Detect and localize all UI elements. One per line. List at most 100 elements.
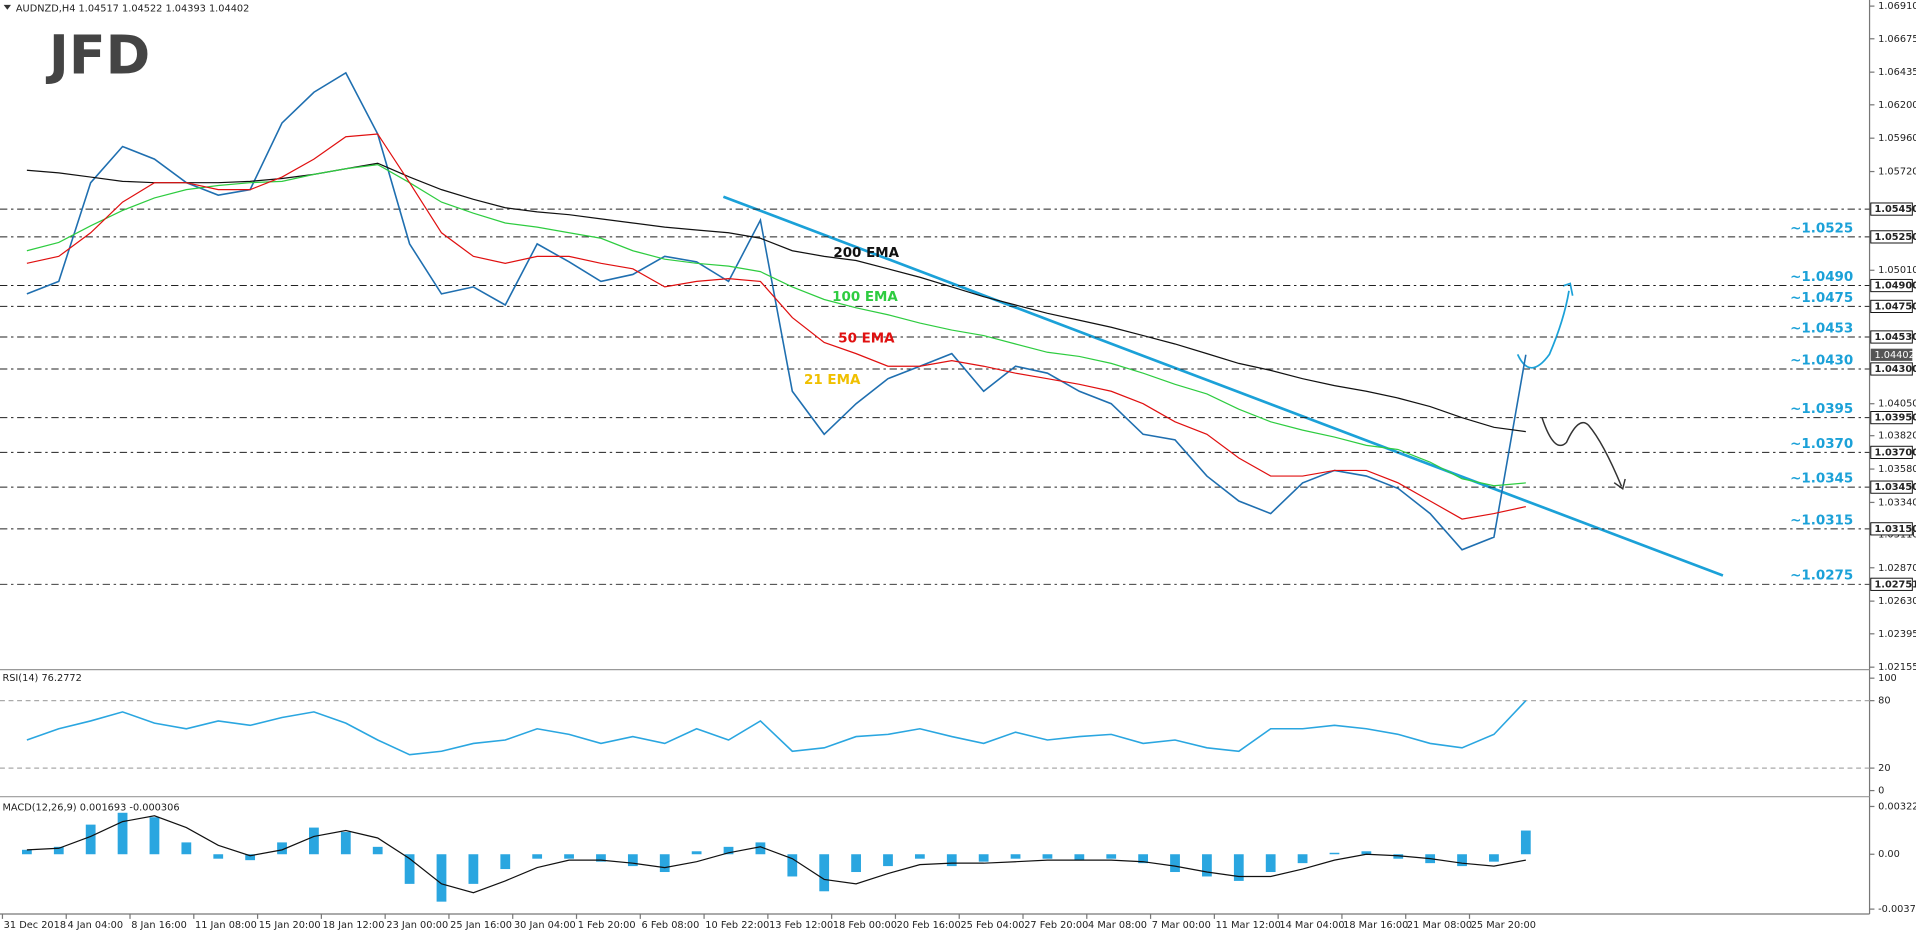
level-label: 1.05450 bbox=[1874, 204, 1916, 215]
y-tick-label: 1.06200 bbox=[1878, 100, 1916, 111]
histogram-bar bbox=[532, 854, 543, 859]
level-label: 1.04530 bbox=[1874, 332, 1916, 343]
y-tick-label: 1.05010 bbox=[1878, 265, 1916, 276]
x-tick-label: 18 Feb 00:00 bbox=[833, 920, 897, 931]
y-tick-label: 80 bbox=[1878, 696, 1890, 707]
histogram-bar bbox=[277, 842, 287, 855]
x-tick-label: 21 Mar 08:00 bbox=[1407, 920, 1472, 931]
x-tick-label: 4 Jan 04:00 bbox=[67, 920, 123, 931]
series-line bbox=[26, 815, 1526, 894]
histogram-bar bbox=[181, 842, 192, 855]
histogram-bar bbox=[340, 832, 351, 855]
y-tick-label: 1.05960 bbox=[1878, 133, 1916, 144]
histogram-bar bbox=[596, 854, 606, 862]
x-tick-label: 30 Jan 04:00 bbox=[514, 920, 576, 931]
histogram-bar bbox=[627, 854, 638, 867]
series-line bbox=[26, 700, 1527, 756]
histogram-bar bbox=[1074, 854, 1085, 861]
x-tick-label: 27 Feb 20:00 bbox=[1024, 920, 1088, 931]
level-note: ~1.0490 bbox=[1790, 270, 1853, 285]
x-tick-label: 15 Jan 20:00 bbox=[259, 920, 321, 931]
level-label: 1.02751 bbox=[1874, 579, 1916, 590]
arrowhead bbox=[1562, 282, 1574, 296]
x-tick-label: 11 Mar 12:00 bbox=[1216, 920, 1281, 931]
histogram-bar bbox=[851, 854, 861, 873]
histogram-bar bbox=[1233, 854, 1244, 881]
level-note: ~1.0475 bbox=[1790, 291, 1853, 306]
histogram-bar bbox=[117, 812, 128, 855]
level-box bbox=[1870, 411, 1913, 425]
menu-icon bbox=[3, 4, 12, 10]
histogram-bar bbox=[946, 854, 957, 867]
y-tick-label: 1.02155 bbox=[1878, 662, 1916, 673]
histogram-bar bbox=[1106, 854, 1117, 859]
histogram-bar bbox=[1329, 852, 1340, 855]
arrowhead bbox=[1613, 478, 1626, 490]
histogram-bar bbox=[213, 854, 224, 859]
logo: JFD bbox=[45, 23, 150, 86]
x-tick-label: 20 Feb 16:00 bbox=[897, 920, 961, 931]
x-tick-label: 18 Jan 12:00 bbox=[323, 920, 385, 931]
y-tick-label: 0.003225 bbox=[1878, 801, 1916, 812]
histogram-bar bbox=[85, 824, 96, 855]
histogram-bar bbox=[1520, 830, 1531, 855]
y-tick-label: 1.03820 bbox=[1878, 431, 1916, 442]
y-tick-label: 1.06435 bbox=[1878, 67, 1916, 78]
histogram-bar bbox=[468, 854, 479, 884]
histogram-bar bbox=[149, 817, 160, 855]
histogram-bar bbox=[1393, 854, 1404, 859]
level-note: ~1.0275 bbox=[1790, 569, 1853, 584]
x-tick-label: 11 Jan 08:00 bbox=[195, 920, 257, 931]
histogram-bar bbox=[309, 827, 319, 855]
level-label: 1.03950 bbox=[1874, 413, 1916, 424]
histogram-bar bbox=[404, 854, 415, 884]
level-note: ~1.0345 bbox=[1790, 472, 1853, 487]
trendline bbox=[722, 195, 1724, 577]
x-tick-label: 18 Mar 16:00 bbox=[1343, 920, 1408, 931]
level-label: 1.05250 bbox=[1874, 232, 1916, 243]
histogram-bar bbox=[564, 854, 574, 859]
histogram-bar bbox=[1457, 854, 1467, 867]
x-tick-label: 13 Feb 12:00 bbox=[769, 920, 833, 931]
histogram-bar bbox=[978, 854, 989, 862]
level-label: 1.04900 bbox=[1874, 281, 1916, 292]
level-label: 1.04300 bbox=[1874, 364, 1916, 375]
histogram-bar bbox=[1361, 851, 1372, 855]
last-price-box bbox=[1870, 348, 1913, 361]
macd-title: MACD(12,26,9) 0.001693 -0.000306 bbox=[2, 803, 179, 814]
histogram-bar bbox=[22, 849, 32, 855]
level-note: ~1.0315 bbox=[1790, 513, 1853, 528]
x-tick-label: 10 Feb 22:00 bbox=[705, 920, 769, 931]
last-price-label: 1.04402 bbox=[1874, 350, 1914, 361]
y-tick-label: 20 bbox=[1878, 763, 1890, 774]
level-box bbox=[1870, 577, 1913, 591]
symbol-header: AUDNZD,H4 1.04517 1.04522 1.04393 1.0440… bbox=[16, 4, 249, 15]
histogram-bar bbox=[1297, 854, 1308, 864]
level-box bbox=[1870, 522, 1913, 536]
y-tick-label: 0 bbox=[1878, 786, 1884, 797]
histogram-bar bbox=[659, 854, 670, 873]
series-line bbox=[26, 163, 1526, 487]
y-tick-label: 1.04050 bbox=[1878, 399, 1916, 410]
histogram-bar bbox=[53, 846, 64, 855]
y-tick-label: 1.02630 bbox=[1878, 596, 1916, 607]
histogram-bar bbox=[1138, 854, 1149, 864]
level-box bbox=[1870, 299, 1913, 314]
histogram-bar bbox=[819, 854, 830, 892]
series-line bbox=[26, 71, 1527, 551]
level-box bbox=[1870, 278, 1913, 293]
y-tick-label: 1.02870 bbox=[1878, 563, 1916, 574]
ema-label: 50 EMA bbox=[838, 331, 895, 346]
x-tick-label: 23 Jan 00:00 bbox=[386, 920, 448, 931]
level-box bbox=[1870, 202, 1913, 216]
bullish-arrow bbox=[1516, 290, 1570, 369]
level-label: 1.03450 bbox=[1874, 482, 1916, 493]
y-tick-label: 1.06910 bbox=[1878, 1, 1916, 12]
level-box bbox=[1870, 330, 1913, 344]
histogram-bar bbox=[245, 854, 256, 861]
y-tick-label: -0.003704 bbox=[1878, 904, 1916, 915]
level-label: 1.03700 bbox=[1874, 447, 1916, 458]
histogram-bar bbox=[914, 854, 925, 859]
